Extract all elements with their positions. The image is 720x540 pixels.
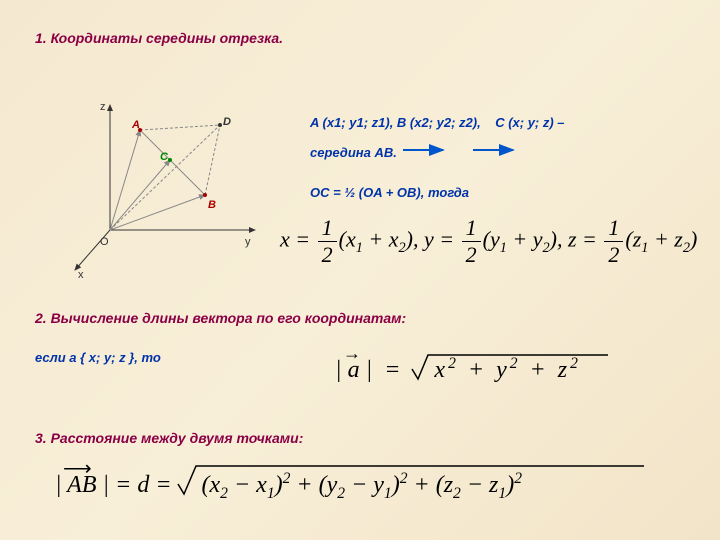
midpoint-label: середина АВ.	[310, 145, 397, 160]
origin-label: O	[100, 236, 109, 248]
section-1-title: 1. Координаты середины отрезка.	[35, 30, 283, 46]
length-formula: → | a | = x2 + y2 + z2	[335, 355, 578, 384]
midpoint-formula: x = 12(x1 + x2), y = 12(y1 + y2), z = 12…	[280, 215, 697, 268]
blue-arrows	[398, 140, 538, 160]
point-b-label: B	[208, 199, 216, 211]
vector-equation: OC = ½ (OA + OB), тогда	[310, 185, 469, 200]
section-3-title: 3. Расстояние между двумя точками:	[35, 430, 303, 446]
vector-diagram: z y x O A B C D	[60, 100, 260, 280]
axis-z-label: z	[100, 101, 106, 113]
section-2-condition: если a { x; y; z }, то	[35, 350, 161, 365]
section-2-title: 2. Вычисление длины вектора по его коорд…	[35, 310, 406, 326]
points-definition: A (x1; y1; z1), B (x2; y2; z2), C (x; y;…	[310, 115, 565, 130]
distance-formula: ⟶ | AB | = d = (x2 − x1)2 + (y2 − y1)2 +…	[55, 470, 522, 503]
point-c-label: C	[160, 151, 169, 163]
axis-y-label: y	[245, 236, 251, 248]
axis-x-label: x	[78, 269, 84, 280]
point-d-label: D	[223, 116, 231, 128]
